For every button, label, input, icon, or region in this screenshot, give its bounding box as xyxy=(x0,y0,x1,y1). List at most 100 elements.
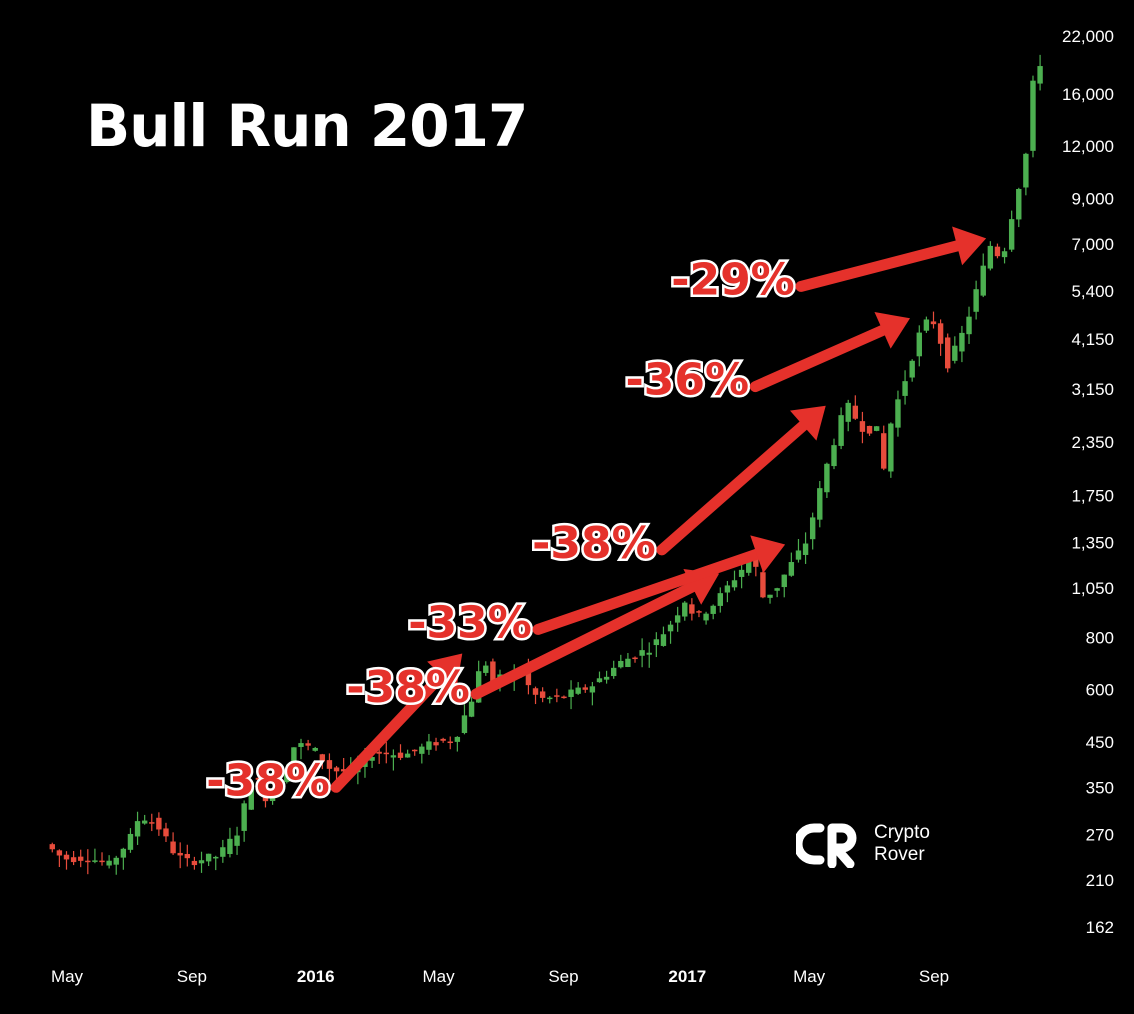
y-tick-label: 9,000 xyxy=(1071,189,1114,208)
candle xyxy=(1016,187,1022,228)
candle xyxy=(198,851,205,873)
y-tick-label: 4,150 xyxy=(1071,330,1114,349)
candle xyxy=(831,438,837,470)
candle xyxy=(916,325,922,367)
candle xyxy=(262,779,269,808)
candle xyxy=(945,333,951,373)
candle xyxy=(817,481,823,528)
drawdown-label: -33% xyxy=(408,597,532,648)
candle xyxy=(802,532,809,564)
candle xyxy=(852,395,859,420)
candle xyxy=(582,684,588,693)
x-tick-label: May xyxy=(51,967,84,986)
candle xyxy=(106,855,112,869)
candle xyxy=(710,604,716,620)
candle xyxy=(191,856,198,870)
drawdown-annotation: -29% xyxy=(669,226,987,308)
y-tick-label: 270 xyxy=(1086,825,1114,844)
candle xyxy=(625,653,631,668)
x-axis: May Sep 2016 May Sep 2017 May Sep xyxy=(51,967,949,986)
candle xyxy=(248,781,254,810)
x-tick-label: Sep xyxy=(919,967,949,986)
x-tick-label: Sep xyxy=(177,967,207,986)
candle xyxy=(689,598,695,621)
candle xyxy=(682,601,688,621)
candle xyxy=(674,606,681,632)
candle xyxy=(127,828,134,853)
candle xyxy=(305,739,311,751)
candle xyxy=(312,746,318,752)
y-tick-label: 5,400 xyxy=(1071,282,1114,301)
candle xyxy=(547,696,553,704)
candle xyxy=(788,552,795,577)
candle xyxy=(589,681,596,706)
candle xyxy=(937,319,944,356)
y-tick-label: 3,150 xyxy=(1071,380,1114,399)
candle xyxy=(92,848,98,864)
drawdown-annotation: -38% xyxy=(344,568,720,716)
y-tick-label: 22,000 xyxy=(1062,27,1114,46)
candle xyxy=(134,811,141,845)
candle xyxy=(1008,210,1015,252)
candle xyxy=(156,812,162,836)
candle xyxy=(319,753,326,770)
candle xyxy=(639,638,645,668)
candle xyxy=(596,671,603,683)
candle xyxy=(902,370,908,405)
y-axis: 22,000 16,000 12,000 9,000 7,000 5,400 4,150 3,… xyxy=(1062,27,1114,937)
candle xyxy=(561,695,567,699)
candle xyxy=(973,280,979,320)
candle xyxy=(63,851,70,870)
candle xyxy=(554,688,560,703)
candle xyxy=(298,738,304,760)
candle xyxy=(113,855,119,875)
candle xyxy=(703,611,709,625)
candle xyxy=(85,849,91,875)
y-tick-label: 1,050 xyxy=(1071,579,1114,598)
candle xyxy=(568,680,574,710)
chart-title: Bull Run 2017 xyxy=(86,92,528,160)
candle xyxy=(952,336,958,364)
candle xyxy=(809,512,816,550)
crypto-rover-logo-icon xyxy=(796,823,857,868)
logo-line-1: Crypto xyxy=(874,822,930,843)
candle xyxy=(824,462,830,498)
candle xyxy=(660,626,667,647)
candle xyxy=(866,425,873,436)
candle xyxy=(454,736,461,752)
candle xyxy=(696,610,702,618)
candle xyxy=(433,737,439,751)
candle xyxy=(213,855,219,871)
x-tick-label: 2016 xyxy=(297,967,335,986)
candle xyxy=(70,850,77,866)
candle xyxy=(483,661,489,676)
candle xyxy=(1037,54,1043,91)
candle xyxy=(881,425,887,471)
candle xyxy=(390,749,397,771)
candle xyxy=(888,422,894,478)
y-tick-label: 450 xyxy=(1086,733,1114,752)
candle xyxy=(404,749,411,758)
candle xyxy=(255,767,262,782)
y-tick-label: 162 xyxy=(1086,918,1114,937)
candle xyxy=(440,737,446,743)
candle xyxy=(767,594,773,604)
x-tick-label: May xyxy=(793,967,826,986)
drawdown-label: -36% xyxy=(626,355,750,406)
candle xyxy=(966,306,972,344)
logo-line-2: Rover xyxy=(874,844,925,865)
candle xyxy=(930,311,937,329)
drawdown-annotation: -38% xyxy=(530,405,826,571)
candle xyxy=(1030,75,1036,158)
annotation-arrows: -38%-38%-33%-38%-36%-29% xyxy=(204,226,987,809)
y-tick-label: 7,000 xyxy=(1071,235,1114,254)
candle xyxy=(987,241,994,271)
candle xyxy=(170,832,176,855)
y-tick-label: 210 xyxy=(1086,871,1114,890)
candle xyxy=(234,826,240,855)
candle xyxy=(1023,152,1029,196)
candle xyxy=(774,587,780,598)
drawdown-annotation: -36% xyxy=(623,312,910,408)
candle xyxy=(603,670,610,684)
candles xyxy=(49,54,1043,875)
